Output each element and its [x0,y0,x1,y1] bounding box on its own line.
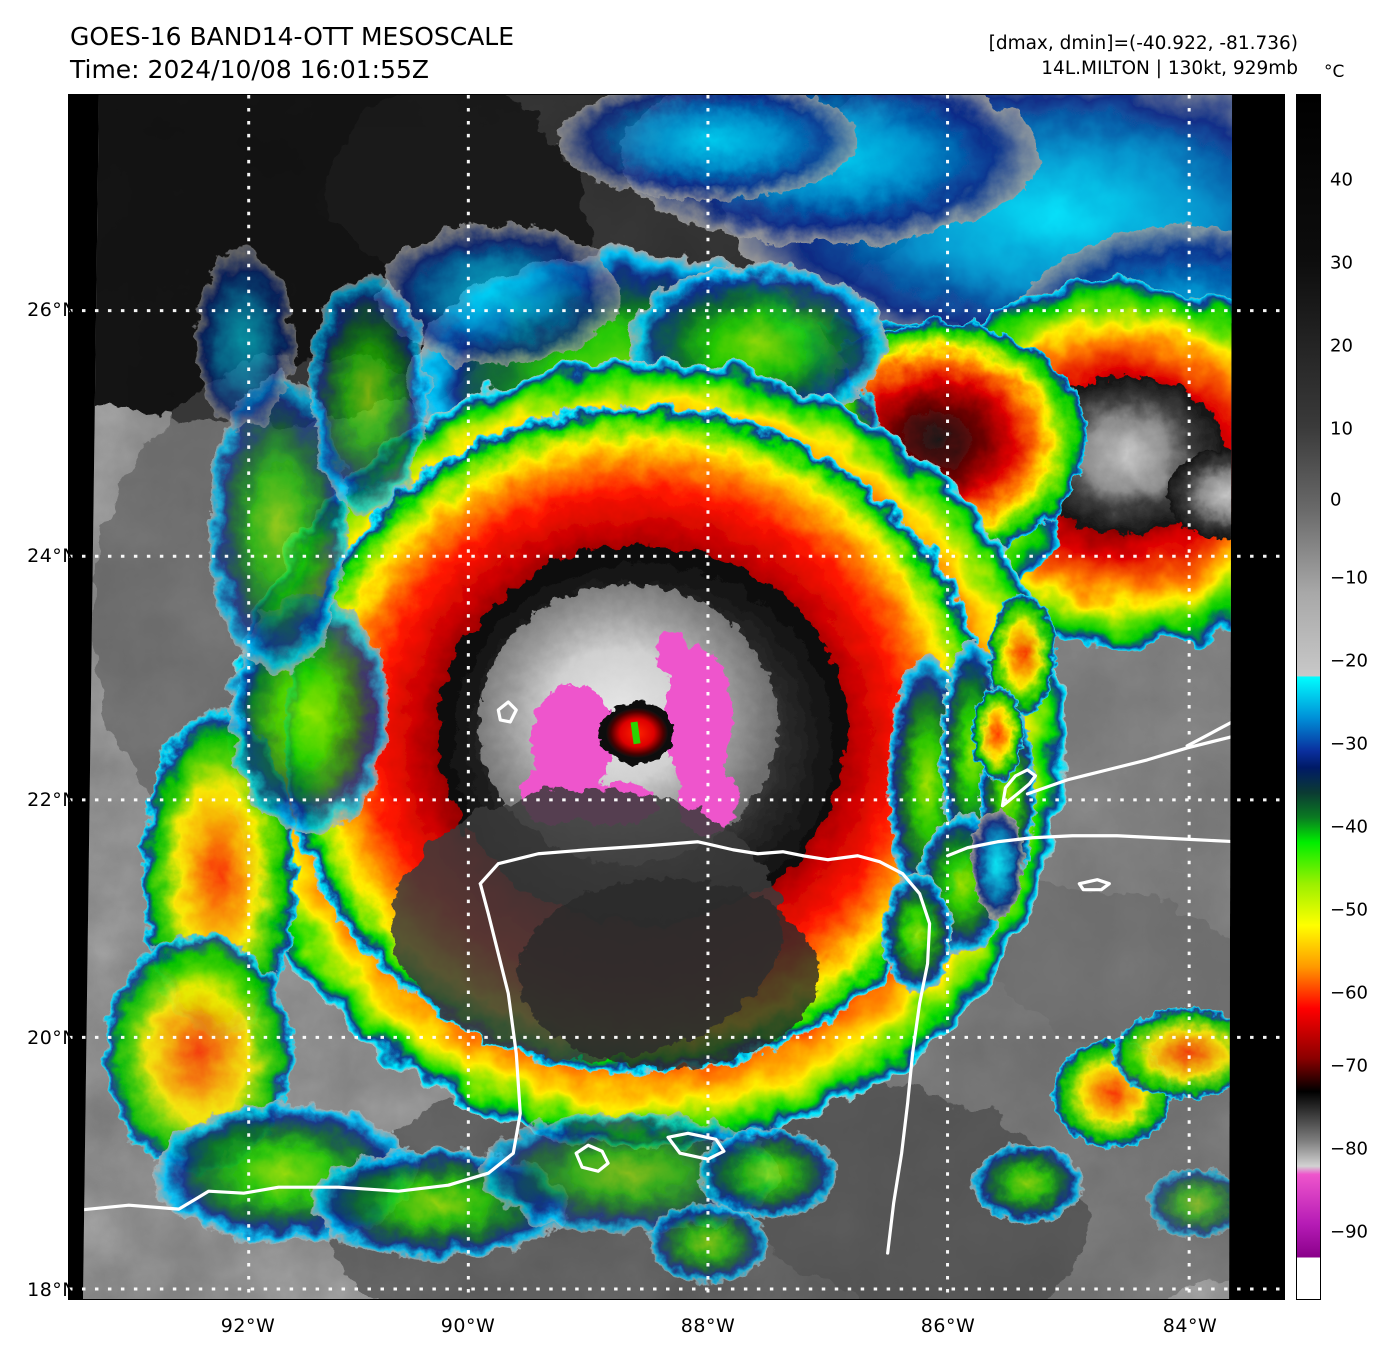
xtick-92w: 92°W [220,1315,276,1337]
header-meta-block: [dmax, dmin]=(-40.922, -81.736) 14L.MILTO… [989,31,1298,81]
cbtick-40: 40 [1330,169,1353,191]
xtick-86w: 86°W [920,1315,976,1337]
xtick-88w: 88°W [680,1315,736,1337]
coastline-overlay [82,696,1233,1255]
satellite-image-plot[interactable]: Copyright © 2020-2024 Dapiya [68,94,1285,1300]
ytick-20n: 20°N [27,1027,77,1049]
cbtick-20: 20 [1330,335,1353,357]
cbtick-10: 10 [1330,418,1353,440]
ytick-18n: 18°N [27,1279,77,1301]
timestamp: Time: 2024/10/08 16:01:55Z [70,55,429,84]
xtick-90w: 90°W [440,1315,496,1337]
dminmax-readout: [dmax, dmin]=(-40.922, -81.736) [988,33,1298,54]
temperature-colorbar[interactable] [1296,94,1321,1300]
cbtick-m80: −80 [1330,1138,1368,1160]
cbtick-m70: −70 [1330,1055,1368,1077]
page-title: GOES-16 BAND14-OTT MESOSCALE [70,22,515,51]
storm-readout: 14L.MILTON | 130kt, 929mb [1041,58,1298,79]
ytick-24n: 24°N [27,545,77,567]
ytick-26n: 26°N [27,299,77,321]
header-title-block: GOES-16 BAND14-OTT MESOSCALE Time: 2024/… [70,20,514,86]
cbtick-m50: −50 [1330,899,1368,921]
colorbar-gradient [1297,95,1320,1299]
cbtick-m90: −90 [1330,1221,1368,1243]
satellite-imagery-canvas [69,95,1284,1299]
ytick-22n: 22°N [27,789,77,811]
grid-overlay [69,95,1284,1299]
cbtick-m40: −40 [1330,816,1368,838]
cbtick-m10: −10 [1330,567,1368,589]
cbtick-m30: −30 [1330,733,1368,755]
xtick-84w: 84°W [1162,1315,1218,1337]
cbtick-30: 30 [1330,252,1353,274]
cbtick-m20: −20 [1330,650,1368,672]
cbtick-0: 0 [1330,489,1342,511]
colorbar-unit-label: °C [1324,62,1345,82]
cbtick-m60: −60 [1330,982,1368,1004]
